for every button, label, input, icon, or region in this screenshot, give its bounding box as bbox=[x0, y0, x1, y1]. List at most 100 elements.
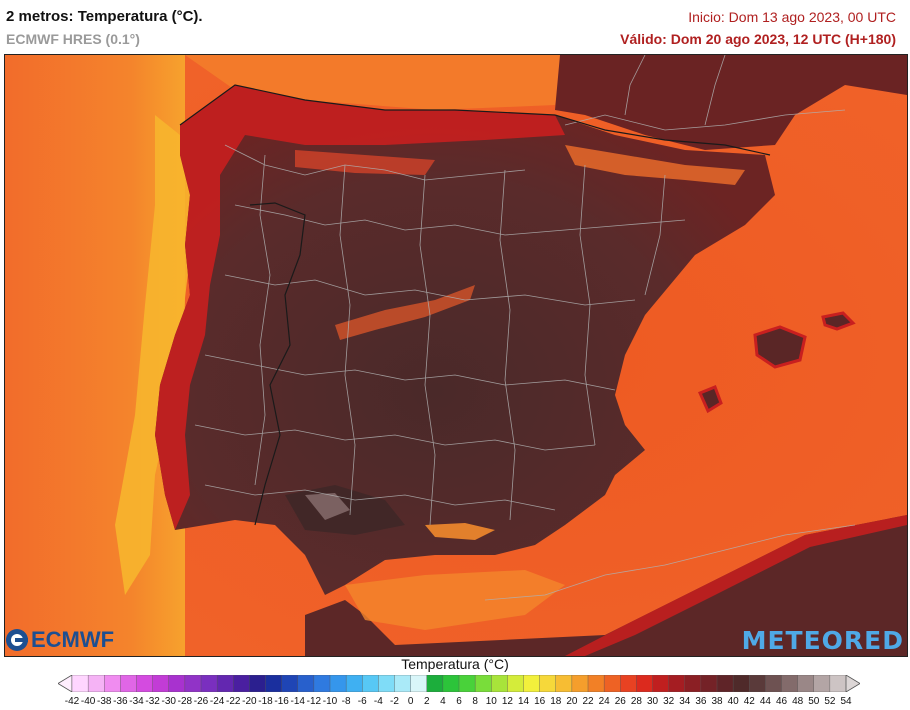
france-land bbox=[555, 55, 907, 150]
legend-tick-label: 38 bbox=[711, 696, 723, 707]
legend-swatch bbox=[781, 675, 799, 692]
alboran-sea bbox=[345, 570, 565, 630]
central-system-band bbox=[335, 285, 475, 340]
legend-swatch bbox=[71, 675, 89, 692]
legend-swatch bbox=[587, 675, 605, 692]
legend-tick-label: 52 bbox=[824, 696, 836, 707]
temperature-map[interactable] bbox=[4, 54, 908, 657]
legend-tick-label: 40 bbox=[727, 696, 739, 707]
legend-swatch bbox=[265, 675, 283, 692]
legend-colorbar bbox=[58, 675, 860, 692]
legend-swatch bbox=[749, 675, 767, 692]
legend-tick-label: -16 bbox=[274, 696, 289, 707]
ibiza bbox=[697, 385, 723, 414]
map-title: 2 metros: Temperatura (°C). bbox=[6, 8, 203, 25]
legend-title: Temperatura (°C) bbox=[401, 656, 509, 672]
guadalquivir-max bbox=[305, 493, 350, 520]
pyrenees-band bbox=[565, 145, 745, 185]
legend-swatch bbox=[104, 675, 122, 692]
legend-tick-label: 24 bbox=[598, 696, 610, 707]
legend-swatch bbox=[700, 675, 718, 692]
legend-swatch bbox=[507, 675, 525, 692]
legend-swatch bbox=[200, 675, 218, 692]
legend-tick-label: 2 bbox=[423, 696, 430, 707]
legend-tick-label: -12 bbox=[306, 696, 322, 707]
legend-swatch bbox=[345, 675, 363, 692]
meteored-logo: METEORED bbox=[741, 626, 904, 655]
legend-swatch bbox=[765, 675, 783, 692]
temperature-map-svg bbox=[5, 55, 907, 656]
legend-swatch bbox=[620, 675, 638, 692]
legend-swatch bbox=[523, 675, 541, 692]
legend-swatch bbox=[442, 675, 460, 692]
legend-swatch bbox=[281, 675, 299, 692]
menorca bbox=[821, 311, 856, 331]
legend-swatch bbox=[394, 675, 412, 692]
legend-tick-label: -36 bbox=[113, 696, 128, 707]
legend-tick-label: -38 bbox=[97, 696, 112, 707]
legend-tick-label: 14 bbox=[517, 696, 530, 707]
legend-tick-label: 16 bbox=[534, 696, 546, 707]
legend-swatch bbox=[216, 675, 234, 692]
iberia-land bbox=[155, 85, 775, 595]
legend-swatch bbox=[329, 675, 347, 692]
legend-tick-labels: -42 -40 -38 -36 -34 -32 -30 -28 -26 -24 -22 -20 -18-… bbox=[0, 696, 910, 710]
mallorca bbox=[753, 325, 807, 369]
legend-arrow-low bbox=[58, 675, 73, 692]
legend-swatch bbox=[152, 675, 170, 692]
legend-tick-label: 28 bbox=[630, 696, 642, 707]
legend-tick-label: 42 bbox=[743, 696, 755, 707]
warm-coastal-band bbox=[115, 115, 205, 595]
legend-swatch bbox=[184, 675, 202, 692]
legend-tick-label: -30 bbox=[161, 696, 176, 707]
legend-tick-label: 10 bbox=[485, 696, 497, 707]
legend-tick-label: -22 bbox=[226, 696, 241, 707]
legend-swatch bbox=[491, 675, 509, 692]
legend-swatch bbox=[732, 675, 750, 692]
legend-tick-label: -14 bbox=[290, 696, 305, 707]
legend-swatch bbox=[168, 675, 186, 692]
legend-tick-label: -26 bbox=[193, 696, 209, 707]
legend-swatch bbox=[410, 675, 428, 692]
legend-tick-label: -4 bbox=[373, 696, 383, 707]
legend-tick-label: 30 bbox=[646, 696, 659, 707]
legend-swatch bbox=[684, 675, 702, 692]
legend-swatch bbox=[668, 675, 686, 692]
legend-tick-label: 34 bbox=[679, 696, 691, 707]
legend-swatch bbox=[378, 675, 396, 692]
legend-tick-label: -42 bbox=[64, 696, 80, 707]
legend-tick-label: 20 bbox=[566, 696, 578, 707]
legend-swatch bbox=[87, 675, 105, 692]
legend-tick-label: 18 bbox=[550, 696, 562, 707]
legend-swatch bbox=[426, 675, 444, 692]
legend-tick-label: -2 bbox=[390, 696, 399, 707]
legend-tick-label: 50 bbox=[808, 696, 820, 707]
init-time: Inicio: Dom 13 ago 2023, 00 UTC bbox=[688, 9, 896, 25]
legend-swatch bbox=[297, 675, 315, 692]
legend-swatch bbox=[120, 675, 138, 692]
north-africa-land bbox=[305, 515, 907, 656]
legend-swatch bbox=[233, 675, 251, 692]
legend-swatch bbox=[362, 675, 380, 692]
legend-swatch bbox=[716, 675, 734, 692]
legend-swatch bbox=[829, 675, 847, 692]
legend-tick-label: 4 bbox=[440, 696, 446, 707]
legend-tick-label: 44 bbox=[759, 696, 771, 707]
legend-swatch bbox=[636, 675, 654, 692]
legend-tick-label: -28 bbox=[177, 696, 193, 707]
legend-tick-label: 32 bbox=[663, 696, 675, 707]
legend-tick-label: -6 bbox=[357, 696, 367, 707]
ecmwf-logo-icon bbox=[6, 629, 28, 651]
legend-swatch bbox=[652, 675, 670, 692]
legend-tick-label: -10 bbox=[322, 696, 338, 707]
legend-swatch bbox=[555, 675, 573, 692]
legend-tick-label: 8 bbox=[472, 696, 478, 707]
legend-tick-label: 48 bbox=[792, 696, 804, 707]
legend-swatch bbox=[797, 675, 815, 692]
legend-swatch bbox=[539, 675, 557, 692]
legend-swatch bbox=[474, 675, 492, 692]
legend-tick-label: 12 bbox=[501, 696, 513, 707]
legend-tick-label: 26 bbox=[614, 696, 626, 707]
legend-swatch bbox=[136, 675, 154, 692]
legend-tick-label: 0 bbox=[407, 696, 414, 707]
